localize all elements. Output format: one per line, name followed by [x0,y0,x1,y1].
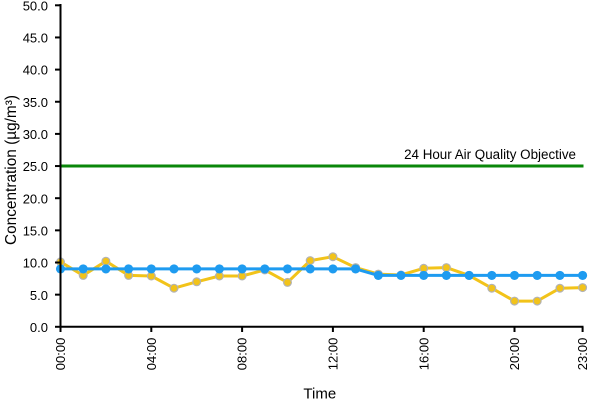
svg-text:30.0: 30.0 [23,127,48,142]
svg-text:40.0: 40.0 [23,63,48,78]
svg-text:0.0: 0.0 [30,320,48,335]
svg-text:04:00: 04:00 [144,338,159,371]
svg-text:25.0: 25.0 [23,159,48,174]
svg-text:Concentration (µg/m³): Concentration (µg/m³) [3,95,20,245]
svg-text:24 Hour Air Quality Objective: 24 Hour Air Quality Objective [404,147,576,162]
svg-text:15.0: 15.0 [23,223,48,238]
svg-text:50.0: 50.0 [23,0,48,13]
svg-text:20.0: 20.0 [23,191,48,206]
svg-text:45.0: 45.0 [23,31,48,46]
svg-text:20:00: 20:00 [507,338,522,371]
svg-text:23:00: 23:00 [575,338,590,371]
svg-text:00:00: 00:00 [53,338,68,371]
svg-text:12:00: 12:00 [326,338,341,371]
svg-text:08:00: 08:00 [235,338,250,371]
svg-text:35.0: 35.0 [23,95,48,110]
svg-text:10.0: 10.0 [23,256,48,271]
svg-text:5.0: 5.0 [30,288,48,303]
svg-text:16:00: 16:00 [416,338,431,371]
svg-text:Time: Time [303,386,336,401]
